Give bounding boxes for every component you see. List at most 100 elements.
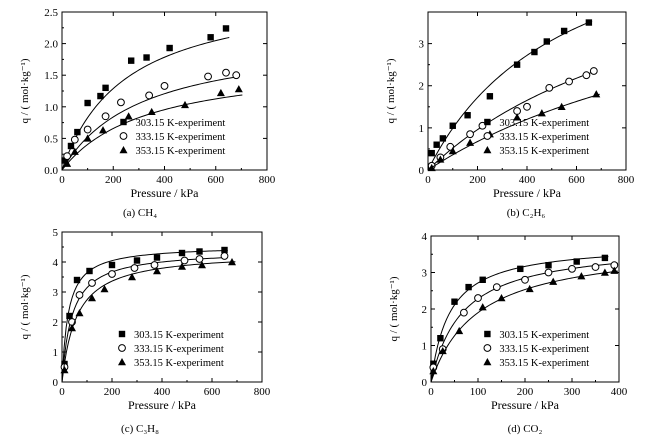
data-point — [75, 291, 84, 299]
data-point — [451, 298, 458, 305]
data-point — [543, 38, 550, 45]
legend-marker — [118, 358, 126, 366]
data-point — [455, 326, 464, 335]
data-point — [60, 366, 69, 374]
data-point — [204, 72, 212, 81]
data-point — [521, 275, 529, 284]
data-point — [66, 312, 73, 320]
data-point — [610, 266, 619, 274]
data-point — [429, 367, 438, 375]
data-point — [145, 91, 154, 100]
data-point — [160, 82, 169, 90]
data-point — [436, 155, 445, 163]
data-point — [492, 283, 501, 292]
data-point — [68, 324, 76, 332]
y-tick-label: 0.5 — [44, 133, 58, 145]
data-point — [497, 294, 506, 302]
data-point — [545, 262, 552, 269]
y-axis-label: q / ( mol·kg⁻¹) — [385, 58, 397, 123]
data-point — [589, 67, 598, 75]
data-point — [549, 277, 558, 285]
data-point — [147, 107, 156, 116]
data-point — [486, 93, 494, 100]
data-point — [127, 57, 135, 64]
panel-caption: (b) C₂H₆ — [507, 207, 546, 219]
legend-entry: 353.15 K-experiment — [134, 358, 224, 369]
legend-entry: 303.15 K-experiment — [499, 118, 589, 129]
x-tick-label: 200 — [104, 386, 121, 398]
chart-panel-3: 0 200 400 600 800 0 1 2 3 4 5 Pressure / kPa q / ( m… — [19, 227, 271, 435]
y-tick-label: 2.0 — [44, 39, 58, 51]
data-point — [465, 283, 472, 291]
data-point — [178, 262, 186, 270]
legend-marker — [484, 330, 491, 338]
data-point — [466, 138, 475, 146]
x-tick-label: 100 — [470, 386, 487, 398]
data-point — [196, 248, 203, 255]
legend-entry: 303.15 K-experiment — [499, 330, 589, 341]
series-3 — [60, 258, 236, 383]
x-tick-label: 200 — [105, 174, 122, 186]
data-point — [153, 267, 161, 275]
data-point — [100, 285, 109, 293]
y-tick-label: 2 — [53, 317, 59, 329]
series-1 — [61, 246, 228, 383]
fit-curve — [430, 270, 619, 383]
y-tick-label: 2 — [422, 304, 428, 316]
data-point — [207, 34, 214, 41]
x-tick-label: 600 — [568, 174, 585, 186]
data-point — [585, 19, 593, 26]
chart-panel-2: 0 200 400 600 800 0 1 2 3 Pressure / kPa q / ( mol… — [385, 11, 635, 219]
data-point — [437, 335, 444, 342]
data-point — [577, 272, 586, 280]
data-point — [108, 270, 116, 278]
x-tick-label: 0 — [428, 386, 434, 398]
data-point — [537, 109, 546, 117]
x-axis-label: Pressure / kPa — [131, 186, 200, 200]
x-tick-label: 400 — [154, 386, 171, 398]
data-point — [75, 309, 84, 317]
data-point — [102, 84, 109, 92]
x-tick-label: 800 — [254, 386, 271, 398]
data-point — [61, 157, 68, 164]
legend-entry: 303.15 K-experiment — [136, 118, 226, 129]
x-axis-label: Pressure / kPa — [491, 398, 560, 412]
data-point — [438, 346, 447, 355]
data-point — [600, 268, 609, 276]
series-3 — [61, 85, 243, 171]
data-point — [601, 254, 609, 262]
data-point — [195, 255, 204, 263]
data-point — [531, 48, 538, 56]
y-tick-label: 3 — [53, 287, 59, 299]
x-tick-label: 0 — [59, 386, 65, 398]
data-point — [222, 68, 230, 77]
legend-entry: 353.15 K-experiment — [136, 146, 226, 157]
data-point — [221, 246, 228, 254]
x-tick-label: 400 — [519, 174, 536, 186]
data-point — [478, 303, 487, 311]
data-point — [427, 163, 436, 172]
legend-entry: 333.15 K-experiment — [134, 344, 224, 355]
y-tick-label: 4 — [422, 231, 428, 243]
data-point — [73, 276, 81, 284]
data-point — [517, 265, 524, 273]
legend-marker — [119, 146, 128, 154]
data-point — [216, 88, 225, 97]
panel-caption: (a) CH₄ — [123, 207, 157, 219]
series-3 — [429, 266, 619, 383]
data-point — [449, 122, 456, 129]
series-2 — [427, 67, 598, 171]
x-tick-label: 300 — [564, 386, 581, 398]
data-point — [513, 61, 521, 68]
legend-entry: 333.15 K-experiment — [136, 132, 226, 143]
y-tick-label: 1 — [419, 123, 425, 135]
data-point — [67, 142, 75, 150]
data-point — [439, 135, 447, 142]
data-point — [557, 102, 566, 110]
data-point — [428, 149, 435, 157]
data-point — [178, 249, 186, 257]
y-tick-label: 2.5 — [44, 7, 58, 19]
y-tick-label: 2 — [419, 81, 425, 93]
data-point — [63, 152, 72, 160]
data-point — [220, 252, 229, 260]
